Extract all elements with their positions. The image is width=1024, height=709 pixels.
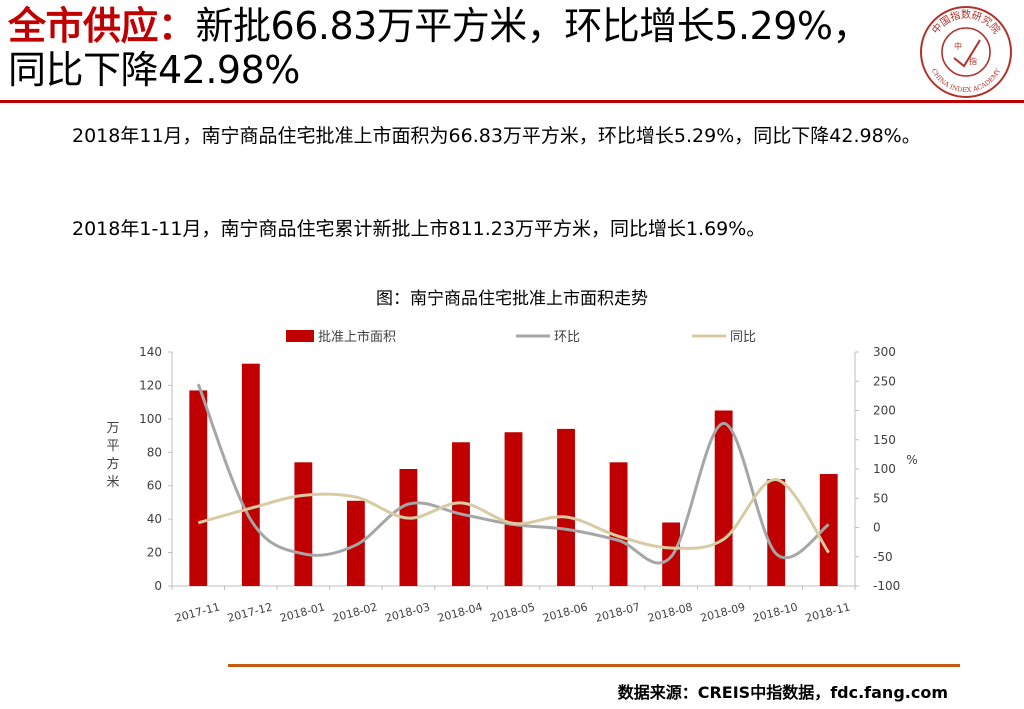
x-tick-label: 2018-01 [279, 600, 327, 624]
y-tick-label: 0 [154, 579, 162, 593]
title-accent: 全市供应： [8, 4, 196, 48]
title-divider [0, 100, 1024, 103]
y-tick-label: 80 [147, 445, 162, 459]
y2-tick-label: 150 [873, 433, 896, 447]
bar [294, 462, 313, 586]
logo-center-left: 中 [954, 41, 962, 51]
y2-axis-label: % [906, 453, 917, 467]
logo-outer-ring [920, 6, 1012, 98]
y-axis-label-char: 米 [106, 475, 119, 490]
y-tick-label: 20 [147, 546, 162, 560]
legend-label: 同比 [730, 330, 756, 345]
logo-check-mark [953, 39, 981, 68]
bar [662, 522, 681, 586]
x-tick-label: 2018-07 [594, 600, 642, 624]
chart-title: 图：南宁商品住宅批准上市面积走势 [376, 289, 648, 309]
y2-tick-label: -100 [873, 579, 900, 593]
summary-paragraph-2: 2018年1-11月，南宁商品住宅累计新批上市811.23万平方米，同比增长1.… [72, 218, 766, 240]
logo-center-right: 指 [969, 56, 977, 66]
series-line [196, 383, 830, 565]
legend-label: 批准上市面积 [318, 329, 396, 345]
y2-tick-label: 50 [873, 491, 888, 505]
y2-tick-label: 0 [873, 521, 881, 535]
page-title: 全市供应：新批66.83万平方米，环比增长5.29%， 同比下降42.98% [8, 4, 908, 92]
legend-swatch-bar [286, 330, 314, 342]
x-tick-label: 2018-10 [751, 600, 799, 624]
y2-tick-label: 250 [873, 374, 896, 388]
academy-logo: 中国指数研究院 CHINA INDEX ACADEMY 中 指 [920, 6, 1012, 98]
bar [189, 390, 208, 586]
series-line [197, 478, 830, 554]
y-axis-label-char: 平 [106, 439, 119, 454]
bar [504, 432, 523, 586]
bar [714, 410, 733, 586]
bar [819, 474, 838, 586]
y2-tick-label: 100 [873, 462, 896, 476]
y-tick-label: 100 [139, 412, 162, 426]
y-tick-label: 60 [147, 479, 162, 493]
x-tick-label: 2018-06 [541, 600, 589, 624]
logo-inner-ring [941, 27, 991, 77]
x-tick-label: 2018-08 [646, 600, 694, 624]
x-tick-label: 2018-02 [331, 600, 379, 624]
x-tick-label: 2017-11 [173, 600, 221, 624]
bar [557, 428, 575, 586]
x-tick-label: 2017-12 [226, 600, 274, 624]
y-tick-label: 120 [139, 378, 162, 392]
x-tick-label: 2018-09 [699, 600, 747, 624]
y-axis-label-char: 万 [106, 421, 119, 436]
y2-tick-label: 300 [873, 345, 896, 359]
y-tick-label: 140 [139, 345, 162, 359]
title-line1: 新批66.83万平方米，环比增长5.29%， [195, 4, 871, 48]
title-line2: 同比下降42.98% [8, 48, 300, 92]
y2-tick-label: 200 [873, 404, 896, 418]
bar [767, 479, 786, 586]
bar [241, 363, 260, 586]
summary-paragraph-1: 2018年11月，南宁商品住宅批准上市面积为66.83万平方米，环比增长5.29… [72, 125, 921, 147]
footer-divider [228, 664, 960, 667]
x-tick-label: 2018-11 [804, 600, 852, 624]
bar [399, 469, 418, 586]
x-tick-label: 2018-03 [384, 600, 432, 624]
bar [609, 462, 628, 586]
y2-tick-label: -50 [873, 550, 893, 564]
x-tick-label: 2018-04 [436, 600, 484, 624]
x-tick-label: 2018-05 [489, 600, 537, 624]
y-axis-label-char: 方 [106, 456, 119, 472]
legend-label: 环比 [554, 330, 580, 345]
data-source: 数据来源：CREIS中指数据，fdc.fang.com [617, 683, 948, 702]
y-tick-label: 40 [147, 512, 162, 526]
